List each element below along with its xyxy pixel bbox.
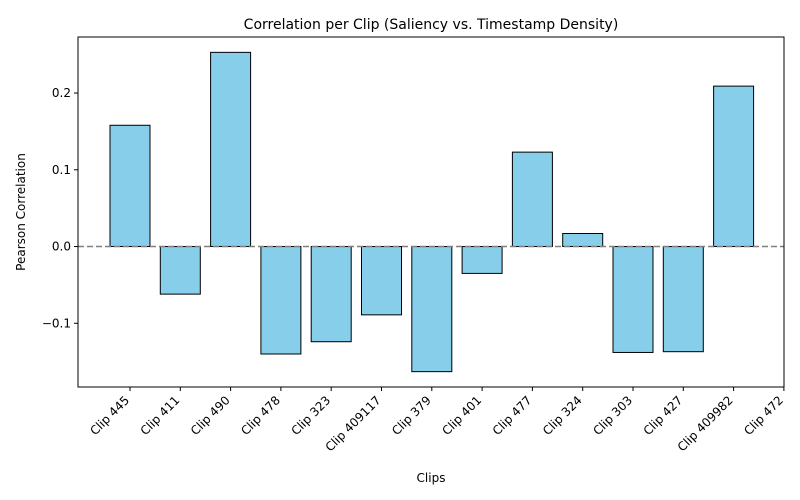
x-tick-label: Clip 427 [641, 393, 686, 438]
bar-clip-478 [260, 246, 302, 355]
x-tick-label: Clip 324 [540, 393, 585, 438]
bar-clip-409982 [713, 85, 755, 248]
y-tick-label: −0.1 [42, 316, 71, 330]
x-tick-label: Clip 401 [439, 393, 484, 438]
bar-clip-477 [511, 151, 553, 248]
x-tick-label: Clip 477 [490, 393, 535, 438]
bar-clip-323 [310, 246, 352, 343]
x-tick-label: Clip 472 [741, 393, 786, 438]
bar-clip-411 [159, 246, 201, 295]
bar-clip-379 [411, 246, 453, 373]
bar-clip-303 [612, 246, 654, 353]
x-tick-label: Clip 379 [389, 393, 434, 438]
y-tick-label: 0.0 [52, 240, 71, 254]
x-tick-label: Clip 411 [138, 393, 183, 438]
y-tick-label: 0.1 [52, 163, 71, 177]
x-tick-label: Clip 323 [288, 393, 333, 438]
chart-title: Correlation per Clip (Saliency vs. Times… [244, 17, 619, 33]
plot-frame [77, 36, 785, 388]
x-tick-label: Clip 445 [87, 393, 132, 438]
y-axis-label: Pearson Correlation [14, 153, 28, 271]
x-tick-label: Clip 478 [238, 393, 283, 438]
x-tick-label: Clip 490 [188, 393, 233, 438]
bar-clip-409117 [361, 246, 402, 316]
bar-clip-445 [109, 124, 151, 248]
x-axis-label: Clips [417, 471, 446, 485]
bar-clip-427 [662, 246, 704, 353]
x-tick-label: Clip 303 [590, 393, 635, 438]
bar-clip-401 [461, 246, 503, 274]
bar-clip-324 [562, 232, 604, 248]
y-tick-label: 0.2 [52, 86, 71, 100]
bar-clip-490 [210, 51, 252, 248]
